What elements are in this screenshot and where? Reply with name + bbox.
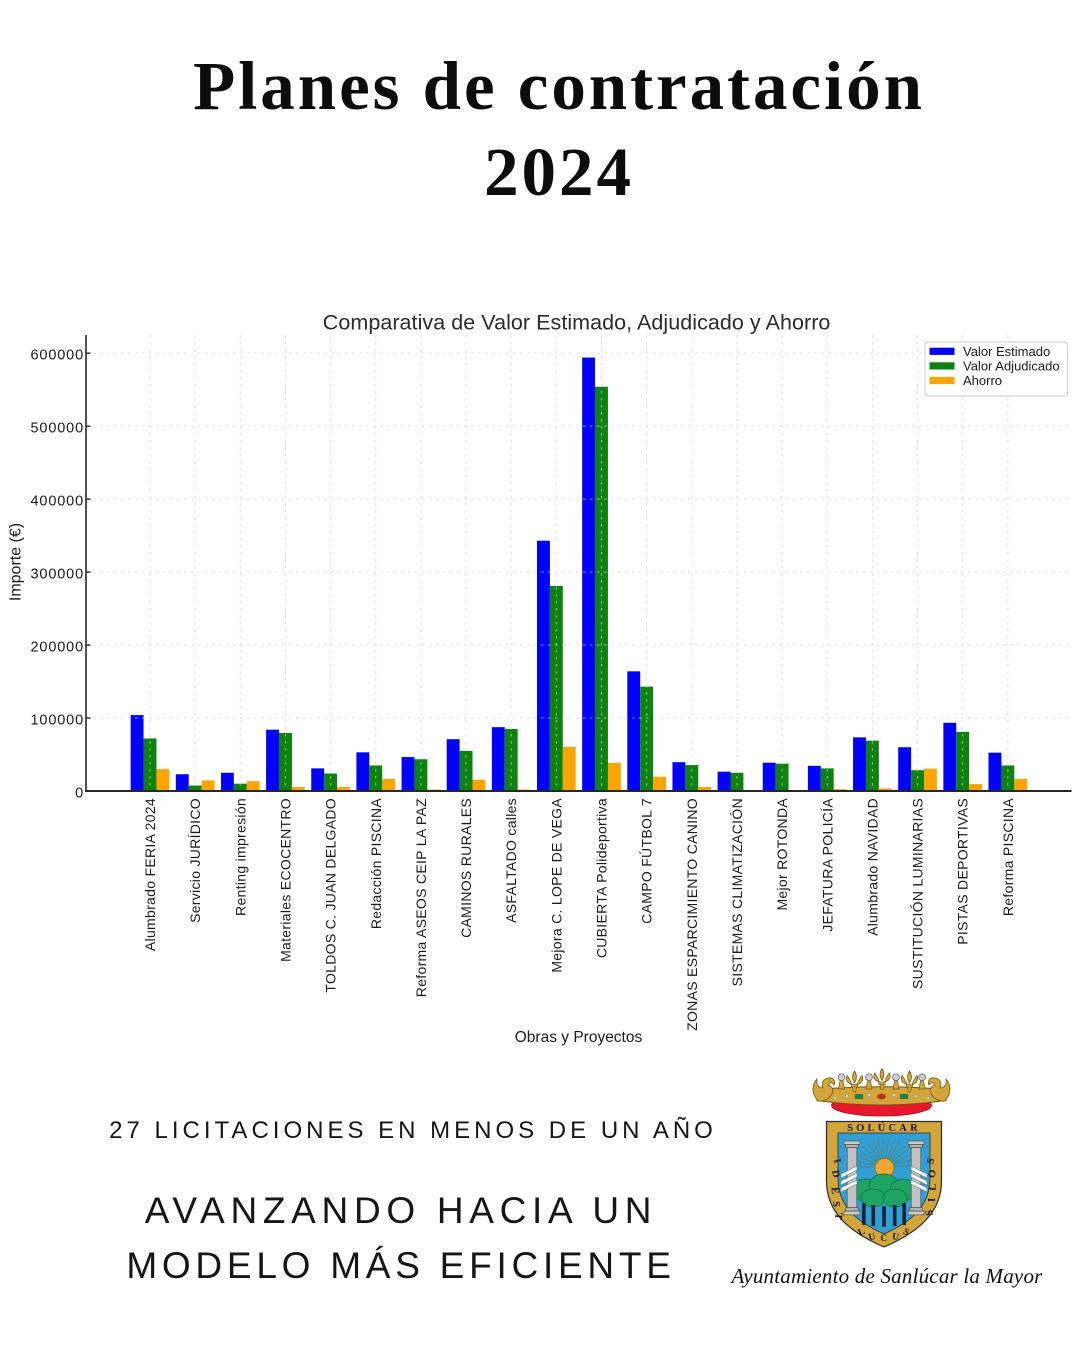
svg-text:500000: 500000 (31, 420, 85, 436)
svg-text:SISTEMAS CLIMATIZACIÓN: SISTEMAS CLIMATIZACIÓN (729, 798, 745, 986)
svg-text:100000: 100000 (31, 712, 85, 728)
svg-text:D: D (829, 1169, 841, 1179)
svg-text:SUSTITUCIÓN LUMINARIAS: SUSTITUCIÓN LUMINARIAS (910, 798, 926, 989)
svg-text:200000: 200000 (31, 639, 85, 655)
svg-text:C: C (880, 1234, 887, 1244)
svg-text:ZONAS ESPARCIMIENTO CANINO: ZONAS ESPARCIMIENTO CANINO (684, 798, 700, 1031)
svg-text:I: I (831, 1158, 843, 1165)
svg-text:Importe (€): Importe (€) (8, 523, 25, 601)
svg-text:300000: 300000 (31, 566, 85, 582)
svg-text:Redacción PISCINA: Redacción PISCINA (368, 798, 384, 930)
svg-text:400000: 400000 (31, 493, 85, 509)
svg-text:L: L (927, 1183, 939, 1191)
svg-text:Mejora C. LOPE DE VEGA: Mejora C. LOPE DE VEGA (548, 798, 564, 973)
svg-text:Reforma PISCINA: Reforma PISCINA (1000, 798, 1016, 916)
svg-text:Obras y Proyectos: Obras y Proyectos (515, 1029, 643, 1046)
svg-text:S: S (830, 1201, 841, 1207)
svg-text:Comparativa de Valor Estimado,: Comparativa de Valor Estimado, Adjudicad… (323, 311, 831, 335)
svg-text:TOLDOS C. JUAN DELGADO: TOLDOS C. JUAN DELGADO (323, 798, 339, 993)
svg-text:Servicio JURÍDICO: Servicio JURÍDICO (187, 798, 203, 923)
svg-text:PISTAS DEPORTIVAS: PISTAS DEPORTIVAS (955, 798, 971, 945)
svg-text:0: 0 (75, 785, 84, 801)
svg-text:I: I (927, 1198, 938, 1202)
svg-text:E: E (828, 1187, 840, 1195)
svg-text:600000: 600000 (31, 347, 85, 363)
svg-text:L: L (857, 1227, 867, 1239)
svg-text:U: U (891, 1232, 900, 1243)
svg-text:CAMPO FÚTBOL 7: CAMPO FÚTBOL 7 (639, 798, 655, 924)
svg-text:Reforma ASEOS CEIP LA PAZ: Reforma ASEOS CEIP LA PAZ (413, 798, 429, 997)
svg-text:Alumbrado FERIA 2024: Alumbrado FERIA 2024 (142, 798, 158, 951)
svg-text:Materiales ECOCENTRO: Materiales ECOCENTRO (277, 798, 293, 962)
svg-text:CAMINOS RURALES: CAMINOS RURALES (458, 798, 474, 938)
svg-text:Valor Estimado: Valor Estimado (963, 344, 1050, 359)
svg-text:U: U (868, 1232, 877, 1243)
svg-text:Alumbrado NAVIDAD: Alumbrado NAVIDAD (864, 798, 880, 936)
svg-text:JEFATURA POLICÍA: JEFATURA POLICÍA (819, 798, 835, 932)
svg-text:O: O (927, 1169, 939, 1179)
svg-text:Renting impresión: Renting impresión (232, 798, 248, 916)
svg-text:SOLÚCAR: SOLÚCAR (847, 1122, 921, 1134)
svg-text:S: S (924, 1209, 936, 1216)
svg-text:Ahorro: Ahorro (963, 373, 1002, 388)
svg-text:ASFALTADO calles: ASFALTADO calles (503, 798, 519, 923)
svg-text:Valor Adjudicado: Valor Adjudicado (963, 359, 1060, 374)
svg-text:T: T (832, 1212, 844, 1220)
svg-text:Mejor ROTONDA: Mejor ROTONDA (774, 798, 790, 911)
svg-text:S: S (901, 1227, 910, 1238)
svg-text:CUBIERTA Polideportiva: CUBIERTA Polideportiva (594, 798, 610, 958)
svg-text:S: S (925, 1157, 937, 1166)
